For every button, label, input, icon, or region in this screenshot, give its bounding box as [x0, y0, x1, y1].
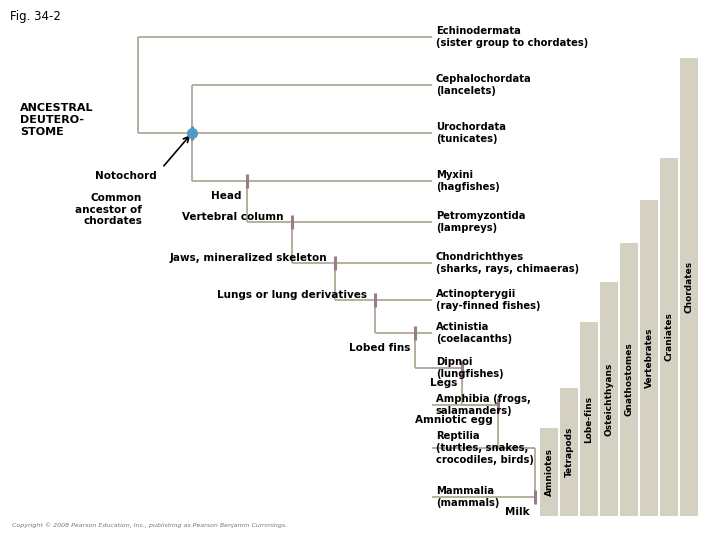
Text: Amniotic egg: Amniotic egg — [415, 415, 493, 425]
Text: Myxini
(hagfishes): Myxini (hagfishes) — [436, 170, 500, 192]
Text: Vertebrates: Vertebrates — [644, 328, 654, 388]
Text: Reptilia
(turtles, snakes,
crocodiles, birds): Reptilia (turtles, snakes, crocodiles, b… — [436, 431, 534, 464]
Bar — [600, 282, 618, 516]
Bar — [580, 322, 598, 516]
Text: Notochord: Notochord — [95, 171, 157, 181]
Bar — [540, 428, 558, 516]
Text: Lungs or lung derivatives: Lungs or lung derivatives — [217, 290, 367, 300]
Text: Legs: Legs — [430, 378, 457, 388]
Text: Actinopterygii
(ray-finned fishes): Actinopterygii (ray-finned fishes) — [436, 289, 541, 311]
Text: Vertebral column: Vertebral column — [182, 212, 284, 222]
Text: Gnathostomes: Gnathostomes — [624, 342, 634, 416]
Bar — [680, 58, 698, 516]
Text: Dipnoi
(lungfishes): Dipnoi (lungfishes) — [436, 357, 503, 379]
Text: Tetrapods: Tetrapods — [564, 427, 574, 477]
Bar — [560, 388, 578, 516]
Text: Petromyzontida
(lampreys): Petromyzontida (lampreys) — [436, 211, 526, 233]
Text: Jaws, mineralized skeleton: Jaws, mineralized skeleton — [169, 253, 327, 263]
Text: Actinistia
(coelacanths): Actinistia (coelacanths) — [436, 322, 512, 344]
Text: Urochordata
(tunicates): Urochordata (tunicates) — [436, 122, 506, 144]
Text: Amphibia (frogs,
salamanders): Amphibia (frogs, salamanders) — [436, 394, 531, 416]
Text: ANCESTRAL
DEUTERO-
STOME: ANCESTRAL DEUTERO- STOME — [20, 103, 94, 137]
Bar — [640, 200, 658, 516]
Text: Osteichthyans: Osteichthyans — [605, 362, 613, 436]
Text: Fig. 34-2: Fig. 34-2 — [10, 10, 61, 23]
Text: Head: Head — [212, 191, 242, 201]
Bar — [620, 243, 638, 516]
Bar — [660, 158, 678, 516]
Text: Copyright © 2008 Pearson Education, Inc., publishing as Pearson Benjamin Cumming: Copyright © 2008 Pearson Education, Inc.… — [12, 522, 287, 528]
Text: Craniates: Craniates — [665, 313, 673, 361]
Text: Milk: Milk — [505, 507, 530, 517]
Text: Echinodermata
(sister group to chordates): Echinodermata (sister group to chordates… — [436, 26, 588, 48]
Text: Lobed fins: Lobed fins — [348, 343, 410, 353]
Text: Chondrichthyes
(sharks, rays, chimaeras): Chondrichthyes (sharks, rays, chimaeras) — [436, 252, 579, 274]
Text: Lobe-fins: Lobe-fins — [585, 395, 593, 443]
Text: Chordates: Chordates — [685, 261, 693, 313]
Text: Amniotes: Amniotes — [544, 448, 554, 496]
Text: Mammalia
(mammals): Mammalia (mammals) — [436, 486, 500, 508]
Text: Cephalochordata
(lancelets): Cephalochordata (lancelets) — [436, 74, 532, 96]
Text: Common
ancestor of
chordates: Common ancestor of chordates — [75, 193, 142, 226]
